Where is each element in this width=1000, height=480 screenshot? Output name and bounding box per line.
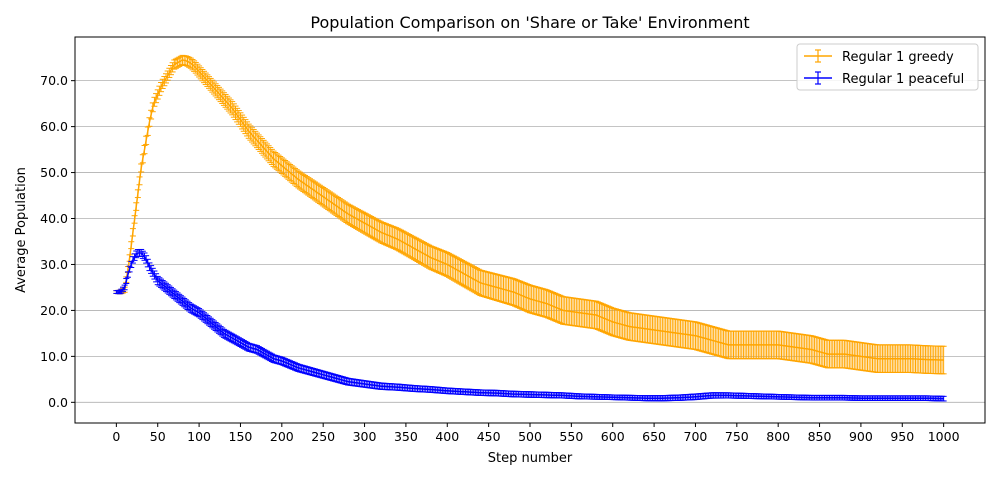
- series-1: [113, 248, 947, 402]
- x-tick-label-9: 450: [477, 429, 501, 444]
- series-0: [113, 54, 947, 375]
- x-axis: 0 50 100 150 200 250 300 350 400 450 500 550 600 650 7…: [112, 423, 960, 444]
- series-1-errorbars: [113, 248, 947, 402]
- y-axis-title: Average Population: [14, 167, 29, 293]
- x-tick-label-3: 150: [229, 429, 253, 444]
- x-axis-title: Step number: [488, 451, 573, 466]
- chart-title: Population Comparison on 'Share or Take'…: [310, 13, 749, 32]
- x-tick-label-1: 50: [150, 429, 166, 444]
- series-1-line: [116, 252, 944, 400]
- x-tick-label-13: 650: [642, 429, 666, 444]
- y-tick-label-7: 70.0: [40, 73, 68, 88]
- legend-label-greedy: Regular 1 greedy: [842, 50, 954, 65]
- plot-frame: [74, 36, 986, 424]
- x-tick-label-18: 900: [849, 429, 873, 444]
- x-tick-label-20: 1000: [928, 429, 960, 444]
- y-tick-label-5: 50.0: [40, 165, 68, 180]
- x-tick-label-19: 950: [890, 429, 914, 444]
- legend-item-greedy: Regular 1 greedy: [804, 49, 954, 65]
- y-tick-label-4: 40.0: [40, 211, 68, 226]
- series-0-errorbars: [113, 54, 947, 375]
- x-tick-label-15: 750: [725, 429, 749, 444]
- x-tick-label-6: 300: [353, 429, 377, 444]
- x-tick-label-4: 200: [270, 429, 294, 444]
- legend-box: [796, 43, 979, 91]
- x-tick-label-7: 350: [394, 429, 418, 444]
- x-tick-label-10: 500: [518, 429, 542, 444]
- x-tick-label-8: 400: [435, 429, 459, 444]
- y-tick-label-3: 30.0: [40, 257, 68, 272]
- x-tick-label-17: 850: [808, 429, 832, 444]
- x-tick-label-12: 600: [601, 429, 625, 444]
- x-tick-label-2: 100: [187, 429, 211, 444]
- x-tick-label-5: 250: [311, 429, 335, 444]
- y-tick-label-1: 10.0: [40, 349, 68, 364]
- y-tick-label-6: 60.0: [40, 119, 68, 134]
- y-tick-label-0: 0.0: [48, 395, 68, 410]
- x-tick-label-11: 550: [559, 429, 583, 444]
- legend-item-peaceful: Regular 1 peaceful: [804, 71, 964, 87]
- x-tick-label-0: 0: [112, 429, 120, 444]
- y-tick-label-2: 20.0: [40, 303, 68, 318]
- legend: Regular 1 greedy Regular 1 peaceful: [796, 43, 979, 91]
- legend-label-peaceful: Regular 1 peaceful: [842, 72, 964, 87]
- series-layer: [113, 54, 947, 402]
- y-axis: 0.0 10.0 20.0 30.0 40.0 50.0 60.0 70.0: [40, 73, 75, 410]
- series-0-line: [116, 59, 944, 361]
- x-tick-label-16: 800: [766, 429, 790, 444]
- x-tick-label-14: 700: [684, 429, 708, 444]
